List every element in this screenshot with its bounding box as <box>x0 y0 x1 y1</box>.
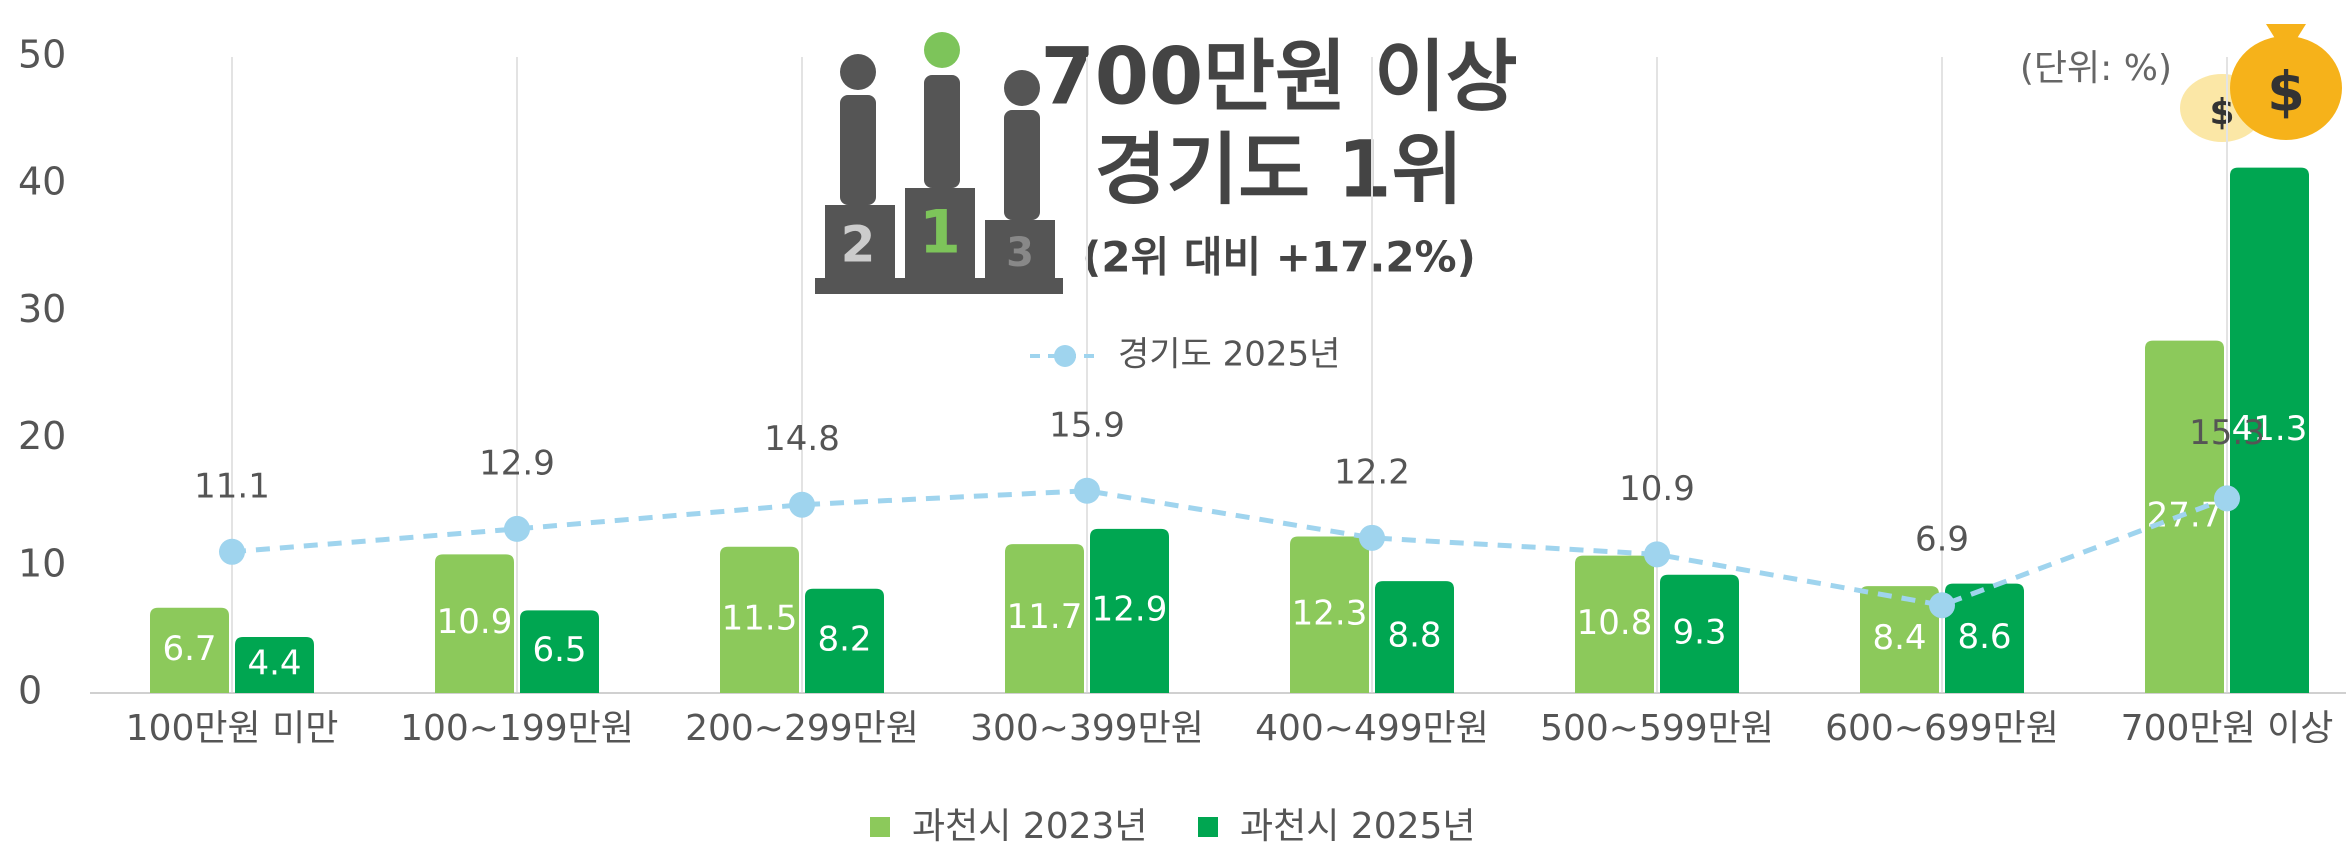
bar-value-label: 12.9 <box>1092 589 1168 629</box>
legend-label: 과천시 2023년 <box>912 806 1148 847</box>
line-value-label: 11.1 <box>194 466 270 506</box>
bar-value-label: 12.3 <box>1292 593 1368 633</box>
line-point <box>1359 524 1385 551</box>
svg-text:2: 2 <box>841 216 876 274</box>
y-tick-label: 10 <box>18 541 66 585</box>
svg-text:3: 3 <box>1006 230 1034 276</box>
line-point <box>1074 477 1100 504</box>
line-point <box>219 538 245 565</box>
bar <box>435 554 514 693</box>
bar-value-label: 8.8 <box>1387 616 1441 656</box>
bar-value-label: 10.8 <box>1577 603 1653 643</box>
unit-note: (단위: %) <box>2020 48 2172 89</box>
line-value-label: 6.9 <box>1915 520 1969 560</box>
bar-value-label: 41.3 <box>2232 409 2308 449</box>
x-tick-label: 600~699만원 <box>1825 708 2059 749</box>
bar <box>2230 167 2309 693</box>
bar <box>1290 536 1369 693</box>
x-tick-label: 100만원 미만 <box>126 708 339 749</box>
y-tick-label: 50 <box>18 33 66 77</box>
line-value-label: 15.9 <box>1049 405 1125 445</box>
bar-value-label: 8.6 <box>1957 617 2011 657</box>
podium-icon: 2 1 3 <box>815 32 1063 294</box>
legend-swatch <box>870 817 890 837</box>
bar-value-label: 11.5 <box>722 598 798 638</box>
bar <box>1660 574 1739 693</box>
annotation: (2위 대비 +17.2%) <box>1082 233 1476 282</box>
line-point <box>504 515 530 542</box>
title: 700만원 이상 <box>1040 32 1517 122</box>
bar-value-label: 10.9 <box>437 602 513 642</box>
bar-value-label: 6.7 <box>162 629 216 669</box>
line-value-label: 12.2 <box>1334 452 1410 492</box>
money-icon: $ $ <box>2180 24 2342 142</box>
bar-value-label: 6.5 <box>532 630 586 670</box>
line-value-label: 14.8 <box>764 419 840 459</box>
svg-text:1: 1 <box>919 198 961 268</box>
x-tick-label: 100~199만원 <box>400 708 634 749</box>
y-tick-label: 20 <box>18 414 66 458</box>
subtitle: 경기도 1위 <box>1095 125 1463 215</box>
line-point <box>1644 541 1670 568</box>
legend-marker <box>1054 345 1076 367</box>
bar <box>520 610 599 693</box>
bar-value-label: 4.4 <box>247 644 301 684</box>
svg-text:$: $ <box>2267 61 2305 124</box>
bar <box>805 588 884 693</box>
line-value-label: 15.3 <box>2189 413 2265 453</box>
bar <box>235 637 314 693</box>
y-tick-label: 0 <box>18 669 42 713</box>
x-tick-label: 300~399만원 <box>970 708 1204 749</box>
y-tick-label: 40 <box>18 160 66 204</box>
bar <box>150 607 229 693</box>
line-point <box>789 491 815 518</box>
bar-value-label: 8.2 <box>817 619 871 659</box>
bar <box>1090 528 1169 693</box>
bar <box>1860 586 1939 693</box>
x-tick-label: 700만원 이상 <box>2121 708 2334 749</box>
bar <box>1575 555 1654 693</box>
line-point <box>1929 592 1955 619</box>
legend-swatch <box>1198 817 1218 837</box>
line-point <box>2214 485 2240 512</box>
x-tick-label: 400~499만원 <box>1255 708 1489 749</box>
legend-label: 과천시 2025년 <box>1240 806 1476 847</box>
bar <box>1375 581 1454 693</box>
bar <box>720 546 799 693</box>
svg-text:$: $ <box>2209 92 2234 133</box>
bar-value-label: 8.4 <box>1872 618 1926 658</box>
x-tick-label: 200~299만원 <box>685 708 919 749</box>
x-tick-label: 500~599만원 <box>1540 708 1774 749</box>
line-value-label: 12.9 <box>479 443 555 483</box>
line-value-label: 10.9 <box>1619 469 1695 509</box>
y-tick-label: 30 <box>18 287 66 331</box>
bar-value-label: 9.3 <box>1672 612 1726 652</box>
legend-label: 경기도 2025년 <box>1118 335 1340 375</box>
bar-value-label: 11.7 <box>1007 597 1083 637</box>
bar <box>1945 583 2024 693</box>
bar <box>1005 544 1084 693</box>
